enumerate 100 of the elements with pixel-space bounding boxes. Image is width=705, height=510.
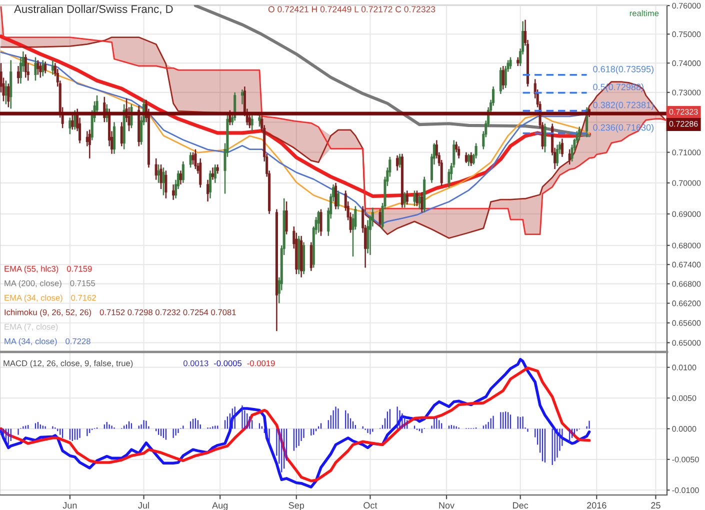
y-tick-label: 0.73000 [672, 90, 701, 96]
x-tick-label: Jul [138, 502, 149, 509]
candlestick [418, 193, 421, 210]
candlestick [378, 208, 382, 228]
annotation: 0.72323 [669, 108, 698, 115]
y-tick-label: 0.76000 [672, 2, 701, 9]
x-tick-label: Nov [439, 502, 455, 509]
candlestick [416, 190, 418, 207]
candlestick [44, 60, 47, 74]
y-tick-label: 0.66800 [672, 281, 701, 287]
candlestick [398, 153, 402, 168]
candlestick [206, 179, 210, 202]
candlestick [464, 152, 468, 164]
annotation: -0.0005 [214, 360, 242, 366]
annotation: 0.7155 [70, 280, 96, 286]
x-tick-label: Oct [364, 502, 378, 509]
candlestick [24, 54, 27, 78]
y-tick-label: 0.71000 [672, 150, 701, 156]
candlestick [334, 182, 338, 210]
candlestick [154, 158, 158, 180]
candlestick [509, 56, 512, 70]
candlestick [467, 153, 470, 167]
candlestick [470, 152, 472, 167]
y-tick-label: 0.0050 [672, 395, 696, 402]
candlestick [74, 110, 76, 130]
ref-line-label: 0.72286 [669, 120, 698, 127]
candlestick [112, 122, 116, 154]
candlestick [544, 123, 546, 153]
candlestick [68, 117, 72, 135]
y-tick-label: 0.0100 [672, 364, 696, 370]
candlestick [502, 65, 504, 90]
candlestick [578, 126, 581, 141]
candlestick [179, 170, 182, 186]
candlestick [420, 192, 424, 213]
annotation: O 0.72421 H 0.72449 L 0.72172 C 0.72323 [268, 6, 436, 12]
y-tick-label: 0.75000 [672, 31, 701, 38]
candlestick [396, 154, 399, 172]
candlestick [258, 114, 261, 128]
y-tick-label: 0.65600 [672, 320, 701, 326]
y-tick-label: 0.66200 [672, 300, 701, 306]
y-tick-label: 0.67400 [672, 262, 701, 268]
candlestick [320, 208, 322, 237]
candlestick [36, 60, 40, 76]
candlestick [39, 62, 42, 78]
candlestick [157, 164, 160, 184]
text: EMA (55, hlc3) [4, 266, 58, 274]
y-tick-label: 0.65000 [672, 340, 701, 346]
candlestick [403, 192, 406, 208]
y-tick-label: 0.0000 [672, 426, 696, 432]
candlestick [366, 220, 370, 254]
x-tick-label: Jun [62, 502, 77, 509]
x-tick-label: Sep [288, 502, 304, 510]
candlestick [310, 242, 312, 272]
candlestick [71, 114, 74, 130]
candlestick [211, 166, 214, 180]
y-tick-label: 0.68000 [672, 242, 701, 248]
candlestick [216, 164, 219, 174]
candlestick [556, 144, 559, 167]
annotation: realtime [630, 10, 659, 16]
x-tick-label: Dec [513, 502, 528, 509]
y-tick-label: 0.69000 [672, 211, 701, 217]
candlestick [182, 160, 184, 184]
text: MA (34, close) [4, 338, 57, 346]
candlestick [560, 138, 564, 158]
annotation: -0.0019 [247, 360, 275, 366]
y-tick-label: 0.74000 [672, 60, 701, 66]
candlestick [406, 190, 408, 206]
annotation: 0.382(0.72381) [593, 102, 654, 110]
x-tick-label: Aug [212, 502, 228, 510]
candlestick [499, 66, 502, 95]
candlestick [88, 129, 91, 160]
candlestick [199, 158, 202, 188]
candlestick [458, 146, 460, 160]
text: EMA (34, close) [4, 294, 62, 302]
annotation: EMA (7, close) [4, 324, 58, 332]
x-tick-label: 25 [651, 502, 660, 509]
candlestick [162, 166, 165, 196]
candlestick [164, 170, 168, 199]
candlestick [172, 184, 175, 201]
candlestick [194, 148, 197, 170]
text: Ichimoku (9, 26, 52, 26) [4, 309, 92, 317]
text: MA (200, close) [4, 280, 62, 288]
annotation: 0.7162 [71, 294, 96, 301]
candlestick [413, 190, 416, 207]
candlestick [7, 82, 10, 108]
text: MACD (12, 26, close, 9, false, true) [4, 360, 133, 368]
candlestick [42, 60, 44, 77]
candlestick [317, 210, 320, 234]
candlestick [240, 88, 244, 105]
candlestick [16, 65, 20, 84]
y-tick-label: 0.70000 [672, 180, 701, 186]
candlestick [192, 152, 194, 166]
candlestick [34, 56, 37, 82]
y-tick-label: -0.0100 [672, 487, 699, 494]
candlestick [51, 60, 54, 76]
annotation: 0.7159 [66, 266, 92, 272]
annotation: 0.7228 [66, 338, 90, 344]
candlestick [285, 200, 288, 235]
candlestick [250, 114, 254, 132]
y-tick-label: -0.0050 [672, 456, 699, 462]
